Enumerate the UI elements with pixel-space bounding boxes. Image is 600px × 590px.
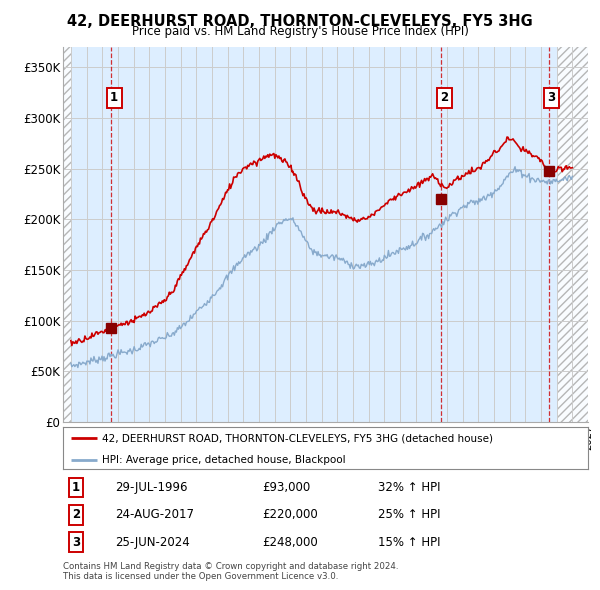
- Text: 42, DEERHURST ROAD, THORNTON-CLEVELEYS, FY5 3HG (detached house): 42, DEERHURST ROAD, THORNTON-CLEVELEYS, …: [103, 433, 493, 443]
- Text: 2: 2: [440, 91, 449, 104]
- Text: 15% ↑ HPI: 15% ↑ HPI: [378, 536, 440, 549]
- Text: 42, DEERHURST ROAD, THORNTON-CLEVELEYS, FY5 3HG: 42, DEERHURST ROAD, THORNTON-CLEVELEYS, …: [67, 14, 533, 29]
- Bar: [557, 47, 588, 422]
- Text: HPI: Average price, detached house, Blackpool: HPI: Average price, detached house, Blac…: [103, 455, 346, 465]
- Text: 24-AUG-2017: 24-AUG-2017: [115, 508, 194, 522]
- Text: Price paid vs. HM Land Registry's House Price Index (HPI): Price paid vs. HM Land Registry's House …: [131, 25, 469, 38]
- Text: 25% ↑ HPI: 25% ↑ HPI: [378, 508, 440, 522]
- Text: 32% ↑ HPI: 32% ↑ HPI: [378, 481, 440, 494]
- Text: £248,000: £248,000: [263, 536, 318, 549]
- Text: 1: 1: [110, 91, 118, 104]
- Text: 3: 3: [548, 91, 556, 104]
- Bar: [63, 47, 71, 422]
- Text: 29-JUL-1996: 29-JUL-1996: [115, 481, 188, 494]
- Text: £220,000: £220,000: [263, 508, 318, 522]
- Text: £93,000: £93,000: [263, 481, 311, 494]
- Text: Contains HM Land Registry data © Crown copyright and database right 2024.
This d: Contains HM Land Registry data © Crown c…: [63, 562, 398, 581]
- Text: 2: 2: [72, 508, 80, 522]
- Text: 1: 1: [72, 481, 80, 494]
- Text: 3: 3: [72, 536, 80, 549]
- Text: 25-JUN-2024: 25-JUN-2024: [115, 536, 190, 549]
